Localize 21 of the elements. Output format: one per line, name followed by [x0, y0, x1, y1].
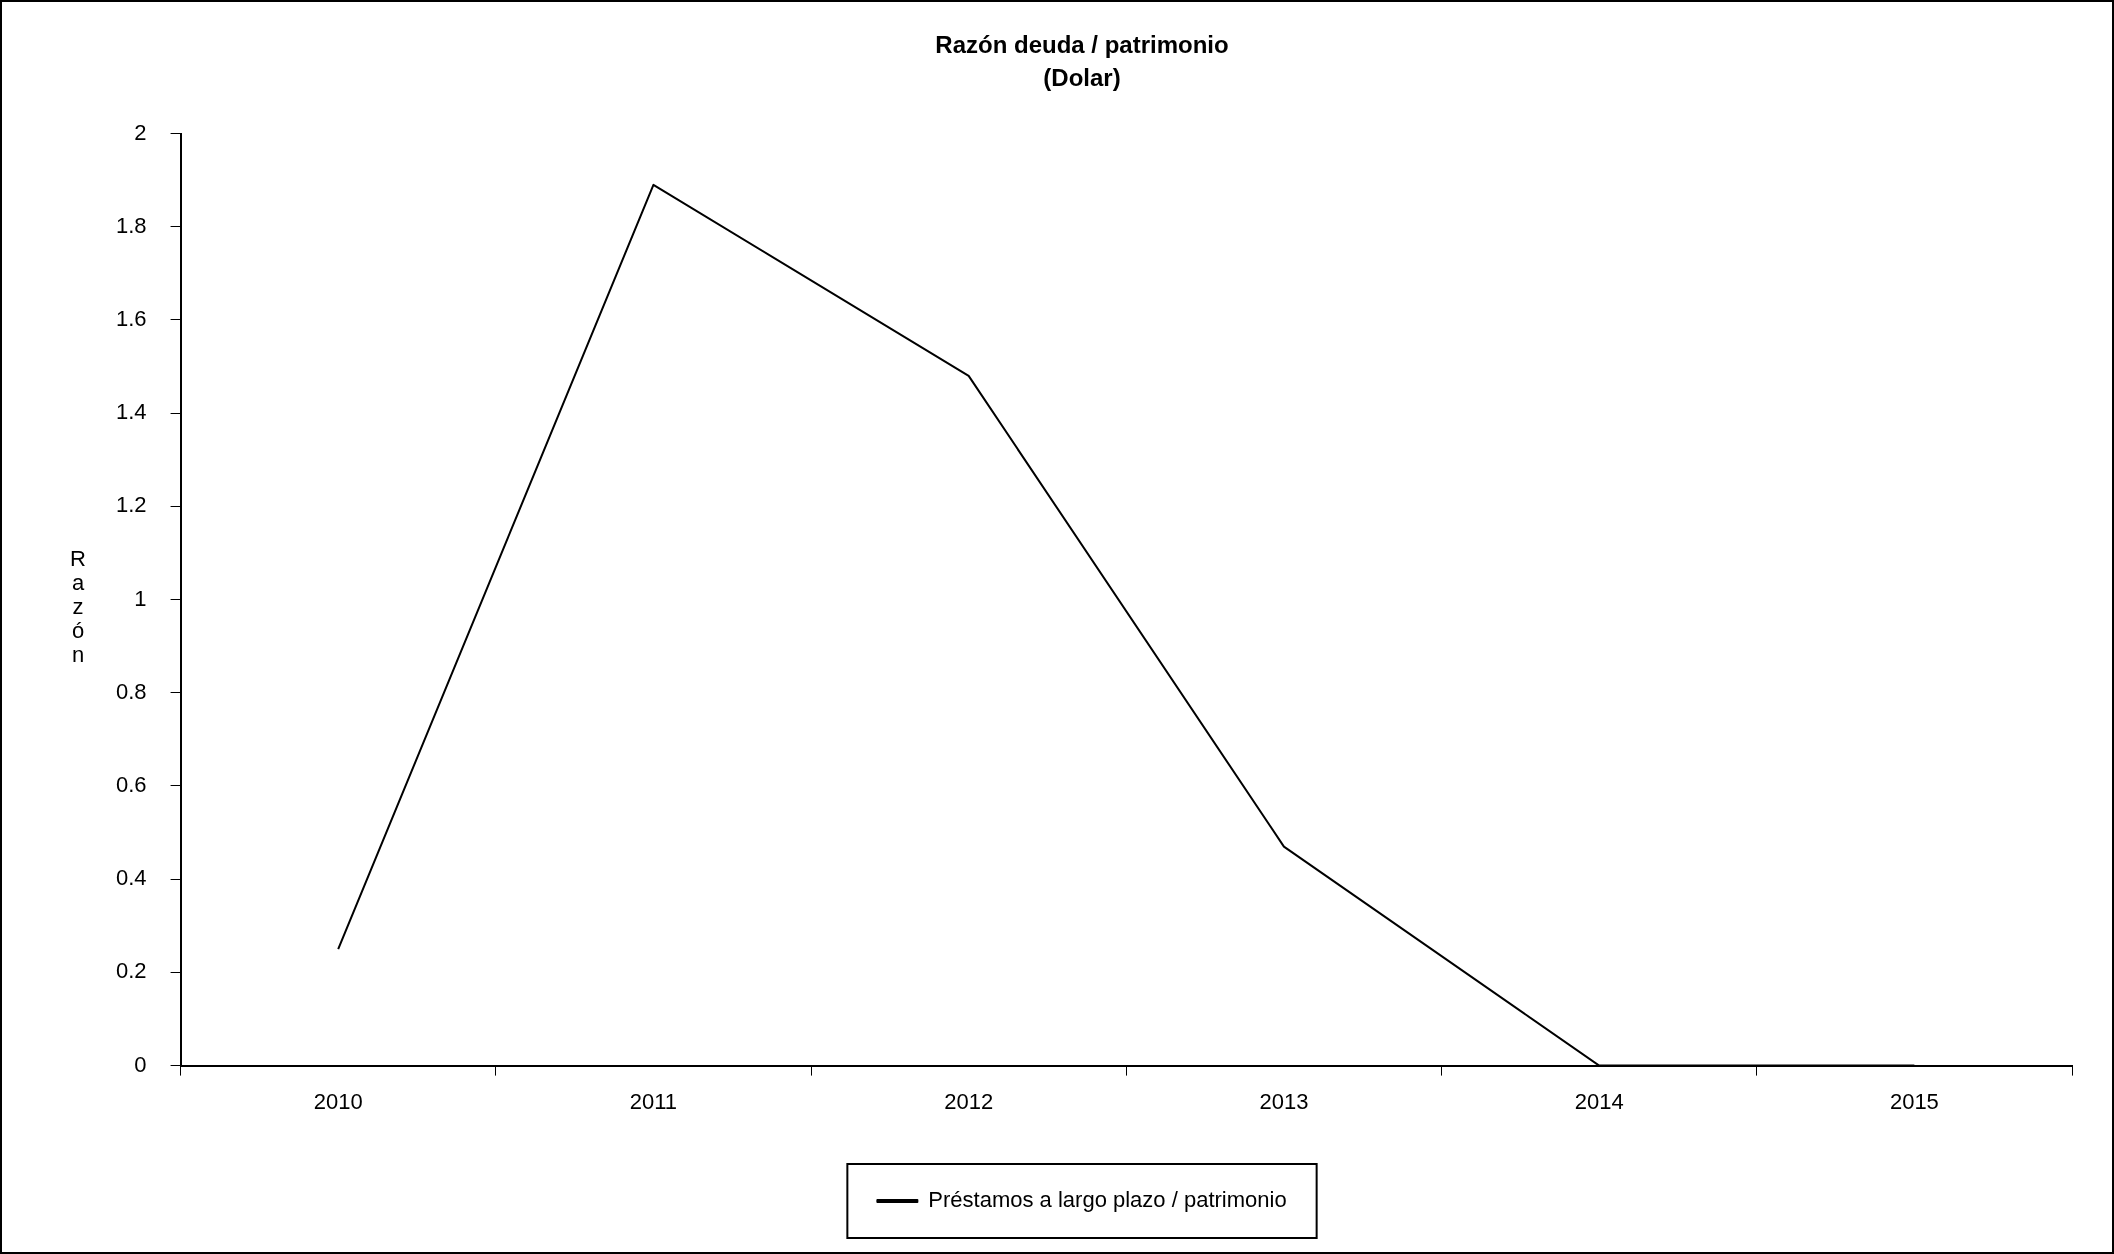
- x-tick-label: 2015: [1889, 1088, 1939, 1114]
- x-tick-label: 2010: [313, 1088, 363, 1114]
- y-axis-title: Razón: [70, 545, 86, 667]
- y-tick-label: 1.4: [115, 399, 147, 425]
- y-tick-label: 0.8: [115, 678, 147, 704]
- y-tick-label: 0: [134, 1051, 147, 1077]
- y-tick-label: 0.2: [115, 958, 147, 984]
- x-tick-label: 2014: [1574, 1088, 1624, 1114]
- y-tick-label: 1.2: [115, 492, 147, 518]
- y-tick-label: 1: [134, 585, 147, 611]
- x-tick-label: 2011: [629, 1088, 678, 1114]
- chart-title: Razón deuda / patrimonio: [935, 31, 1229, 59]
- legend-label: Préstamos a largo plazo / patrimonio: [928, 1187, 1287, 1213]
- y-tick-label: 1.8: [115, 212, 147, 238]
- y-tick-label: 2: [134, 119, 147, 145]
- y-tick-label: 0.6: [115, 772, 147, 798]
- chart-subtitle: (Dolar): [1043, 63, 1121, 91]
- y-tick-label: 0.4: [115, 865, 147, 891]
- x-tick-label: 2013: [1259, 1088, 1309, 1114]
- x-tick-label: 2012: [944, 1088, 994, 1114]
- y-tick-label: 1.6: [115, 306, 147, 332]
